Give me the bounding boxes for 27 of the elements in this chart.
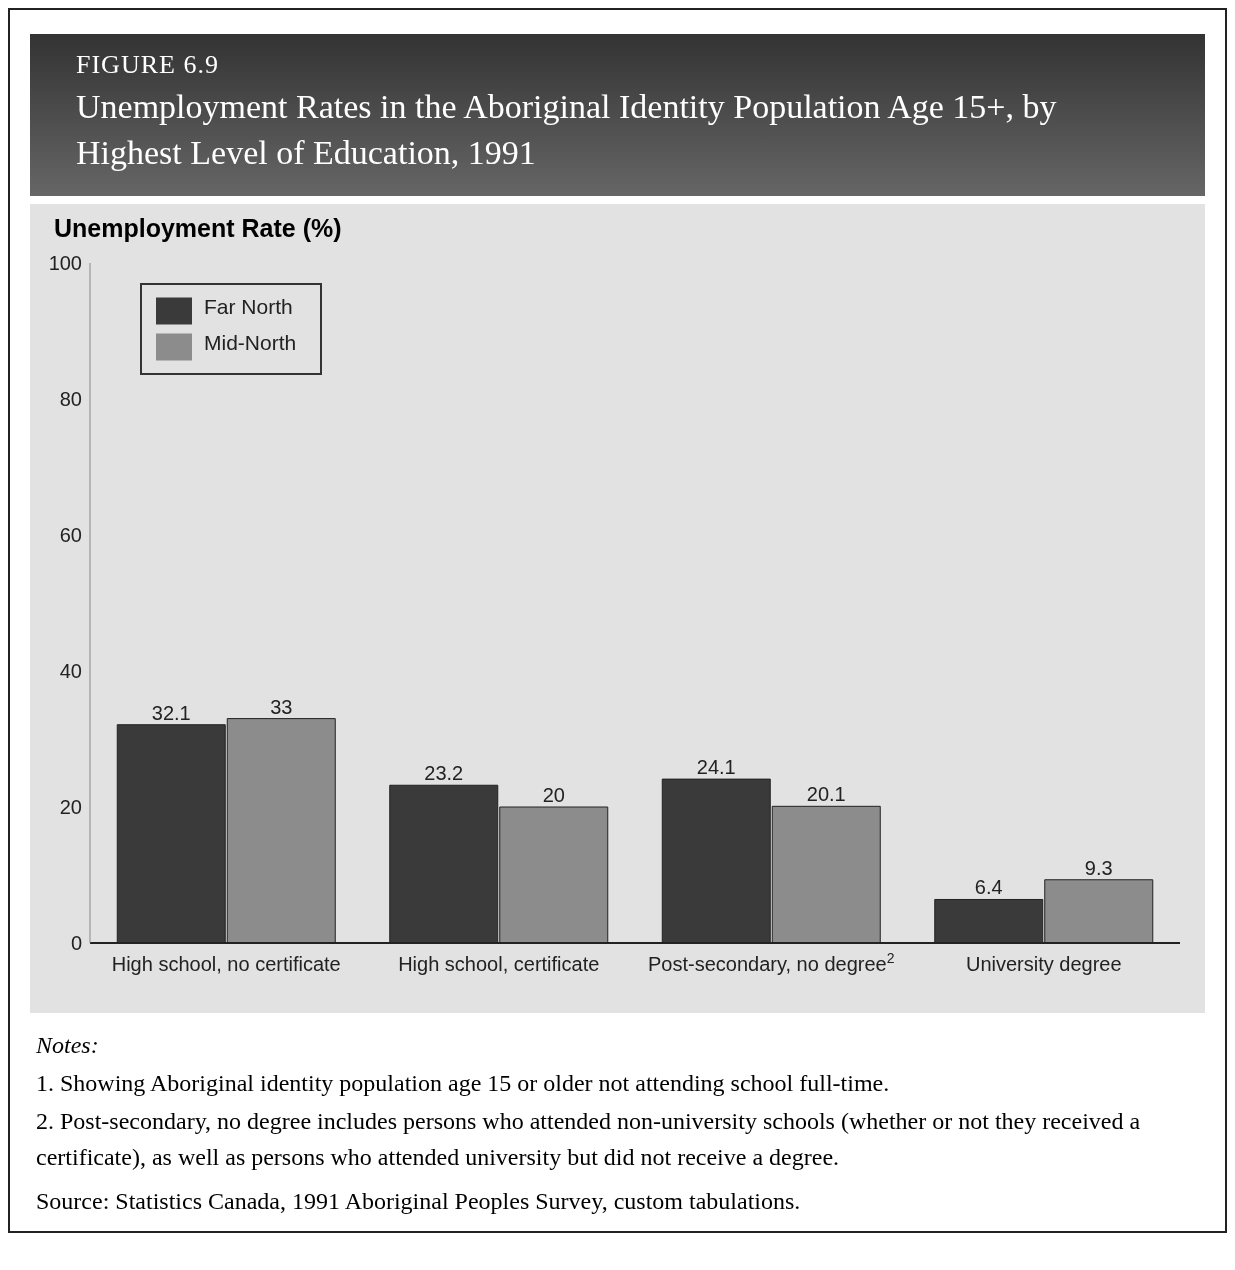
y-tick-label: 60 — [59, 523, 82, 546]
y-tick-label: 80 — [59, 387, 82, 410]
x-tick-label: High school, certificate — [398, 952, 600, 975]
data-label: 32.1 — [151, 701, 191, 724]
data-label: 9.3 — [1084, 856, 1113, 879]
source-note: Source: Statistics Canada, 1991 Aboriginal Peoples Survey, custom tabulations. — [36, 1186, 802, 1216]
text: 1. Showing Aboriginal identity population age 15 or older not attending school full-time. — [36, 1068, 891, 1098]
data-label: 6.4 — [974, 876, 1003, 899]
y-axis-title: Unemployment Rate (%) — [53, 213, 343, 243]
chart-subtitle: Unemployment Rates in the Aboriginal Identity Population Age 15+, by Highest Level of Education, 1991 — [76, 87, 1058, 173]
legend-label: Mid-North — [204, 331, 297, 355]
data-label: 33 — [270, 695, 293, 718]
x-tick-label: Post-secondary, no degree$^{2}$ — [648, 949, 895, 975]
x-tick-label: University degree — [965, 952, 1122, 975]
data-label: 20 — [542, 783, 565, 806]
chart-title: FIGURE 6.9 — [76, 50, 220, 80]
text: 2. Post-secondary, no degree includes persons who attended non-university schools (whether or not they received a certificate), as well as persons who attended university but did not receive a degree. — [36, 1106, 1142, 1172]
data-label: 24.1 — [696, 755, 736, 778]
y-tick-label: 40 — [59, 659, 82, 682]
legend-label: Far North — [204, 295, 293, 319]
y-tick-label: 20 — [59, 795, 82, 818]
data-label: 20.1 — [806, 783, 846, 806]
text: Notes: — [36, 1030, 100, 1060]
x-tick-label: High school, no certificate — [111, 952, 341, 975]
y-tick-label: 100 — [48, 251, 82, 274]
data-label: 23.2 — [424, 762, 464, 785]
y-tick-label: 0 — [70, 931, 82, 954]
